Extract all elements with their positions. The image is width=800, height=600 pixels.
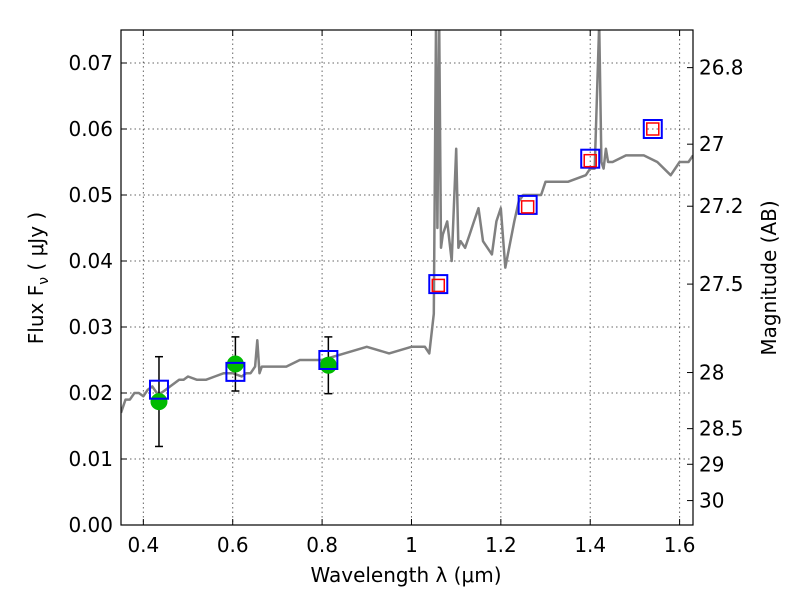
data-layer	[121, 30, 693, 448]
right-tick-label: 26.8	[699, 56, 744, 80]
x-tick-label: 1	[405, 533, 418, 557]
observed-point	[150, 393, 168, 411]
y-tick-label: 0.03	[68, 315, 113, 339]
plot-frame	[120, 29, 694, 526]
x-tick-label: 0.4	[127, 533, 159, 557]
model-square-blue	[517, 194, 538, 215]
right-tick-label: 28	[699, 361, 724, 385]
right-tick-label: 30	[699, 489, 724, 513]
model-square-blue	[428, 274, 449, 295]
model-square-red	[583, 153, 597, 168]
y-axis-label-unit: ( μJy )	[24, 212, 48, 277]
ticks: 0.4 0.6 0.8 1 1.2 1.4 1.6 0.00 0.01 0.02 0.03 0.04 0…	[68, 30, 744, 557]
right-tick-label: 28.5	[699, 417, 744, 441]
model-square-blue	[148, 379, 169, 400]
right-tick-label: 27	[699, 132, 724, 156]
observed-point	[226, 355, 244, 373]
y-tick-label: 0.01	[68, 447, 113, 471]
model-square-blue	[318, 350, 339, 370]
y-axis-label: Flux Fν ( μJy )	[24, 212, 52, 344]
x-tick-label: 0.8	[306, 533, 338, 557]
y-tick-label: 0.04	[68, 249, 113, 273]
sed-model-line	[121, 30, 693, 414]
model-square-blue	[580, 148, 601, 169]
x-tick-label: 1.4	[574, 533, 606, 557]
x-tick-label: 0.6	[217, 533, 249, 557]
y-tick-label: 0.02	[68, 381, 113, 405]
model-square-red	[520, 200, 535, 214]
x-tick-label: 1.2	[485, 533, 517, 557]
y-tick-label: 0.06	[68, 117, 113, 141]
y-tick-label: 0.05	[68, 183, 113, 207]
y-axis-label-main: Flux F	[24, 285, 48, 344]
right-tick-label: 29	[699, 452, 724, 476]
model-square-red	[431, 278, 446, 293]
y-tick-label: 0.00	[68, 513, 113, 537]
right-tick-label: 27.5	[699, 272, 744, 296]
y-axis-label-sub: ν	[36, 277, 52, 285]
y-tick-label: 0.07	[68, 51, 113, 75]
x-tick-label: 1.6	[664, 533, 696, 557]
x-axis-label: Wavelength λ (μm)	[310, 563, 501, 587]
model-square-red	[646, 122, 660, 136]
model-square-blue	[642, 119, 663, 139]
observed-point	[319, 356, 337, 374]
right-axis-label: Magnitude (AB)	[757, 200, 781, 355]
right-tick-label: 27.2	[699, 194, 744, 218]
model-square-blue	[225, 361, 246, 382]
grid	[121, 30, 693, 525]
